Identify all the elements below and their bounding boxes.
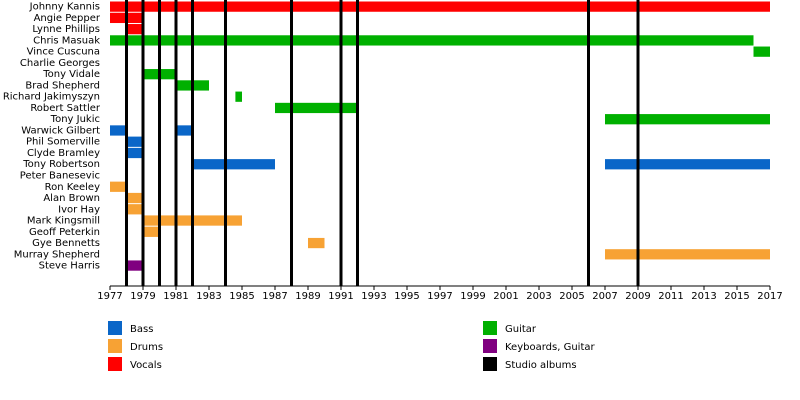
tenure-bar (110, 1, 770, 12)
x-tick-label: 1991 (328, 291, 353, 302)
member-label: Steve Harris (39, 261, 100, 272)
tenure-bar (126, 24, 143, 35)
x-tick-label: 2011 (658, 291, 683, 302)
x-tick-label: 1997 (427, 291, 452, 302)
tenure-bar (605, 114, 770, 125)
legend-swatch (483, 357, 497, 371)
member-label: Tony Robertson (22, 159, 100, 170)
member-label: Brad Shepherd (25, 80, 100, 91)
x-tick-label: 2005 (559, 291, 584, 302)
member-label: Vince Cuscuna (27, 47, 100, 58)
member-label: Tony Jukic (50, 114, 100, 125)
legend-swatch (483, 339, 497, 353)
member-label: Chris Masuak (33, 35, 100, 46)
legend-swatch (483, 321, 497, 335)
member-label: Phil Somerville (26, 137, 100, 148)
member-label: Gye Bennetts (32, 238, 100, 249)
legend-swatch (108, 357, 122, 371)
x-tick-label: 1993 (361, 291, 386, 302)
x-tick-label: 1995 (394, 291, 419, 302)
tenure-bar (605, 249, 770, 260)
tenure-bar (126, 136, 143, 147)
x-tick-label: 1999 (460, 291, 485, 302)
member-label: Clyde Bramley (27, 148, 100, 159)
legend-label: Vocals (130, 360, 162, 371)
tenure-bar (126, 192, 143, 204)
x-tick-label: 2017 (757, 291, 782, 302)
x-tick-label: 2003 (526, 291, 551, 302)
member-label: Angie Pepper (34, 13, 101, 24)
legend-swatch (108, 339, 122, 353)
x-tick-label: 2013 (691, 291, 716, 302)
member-label: Charlie Georges (20, 58, 100, 69)
member-label: Johnny Kannis (29, 2, 100, 13)
tenure-bar (110, 181, 127, 192)
x-tick-label: 1981 (163, 291, 188, 302)
x-tick-label: 2001 (493, 291, 518, 302)
tenure-bar (126, 204, 143, 215)
member-label: Peter Banesevic (20, 171, 100, 182)
tenure-bar (235, 91, 242, 102)
member-label: Alan Brown (43, 193, 100, 204)
legend-swatch (108, 321, 122, 335)
member-label: Richard Jakimyszyn (3, 92, 100, 103)
member-label: Ron Keeley (45, 182, 100, 193)
legend-label: Keyboards, Guitar (505, 342, 595, 353)
legend-label: Studio albums (505, 360, 577, 371)
x-tick-label: 1985 (229, 291, 254, 302)
tenure-bar (192, 159, 275, 170)
tenure-bar (126, 260, 143, 271)
tenure-bar (176, 125, 193, 136)
member-label: Geoff Peterkin (29, 227, 100, 238)
member-label: Mark Kingsmill (27, 216, 100, 227)
member-label: Tony Vidale (42, 69, 100, 80)
tenure-bar (110, 35, 754, 46)
x-tick-label: 1979 (130, 291, 155, 302)
x-tick-label: 2007 (592, 291, 617, 302)
member-label: Robert Sattler (30, 103, 101, 114)
x-tick-label: 1989 (295, 291, 320, 302)
x-tick-label: 1983 (196, 291, 221, 302)
tenure-bar (126, 147, 143, 159)
member-label: Lynne Phillips (32, 24, 100, 35)
tenure-bar (143, 226, 160, 237)
tenure-bar (275, 102, 358, 114)
tenure-bar (110, 125, 127, 136)
x-tick-label: 2015 (724, 291, 749, 302)
legend-label: Guitar (505, 324, 537, 335)
legend-label: Drums (130, 342, 163, 353)
member-label: Ivor Hay (58, 204, 100, 215)
legend-label: Bass (130, 324, 153, 335)
x-tick-label: 1977 (97, 291, 122, 302)
member-label: Murray Shepherd (14, 249, 100, 260)
x-tick-label: 1987 (262, 291, 287, 302)
tenure-bar (753, 46, 770, 57)
member-label: Warwick Gilbert (21, 125, 100, 136)
tenure-bar (308, 237, 325, 249)
tenure-bar (605, 159, 770, 170)
x-tick-label: 2009 (625, 291, 650, 302)
